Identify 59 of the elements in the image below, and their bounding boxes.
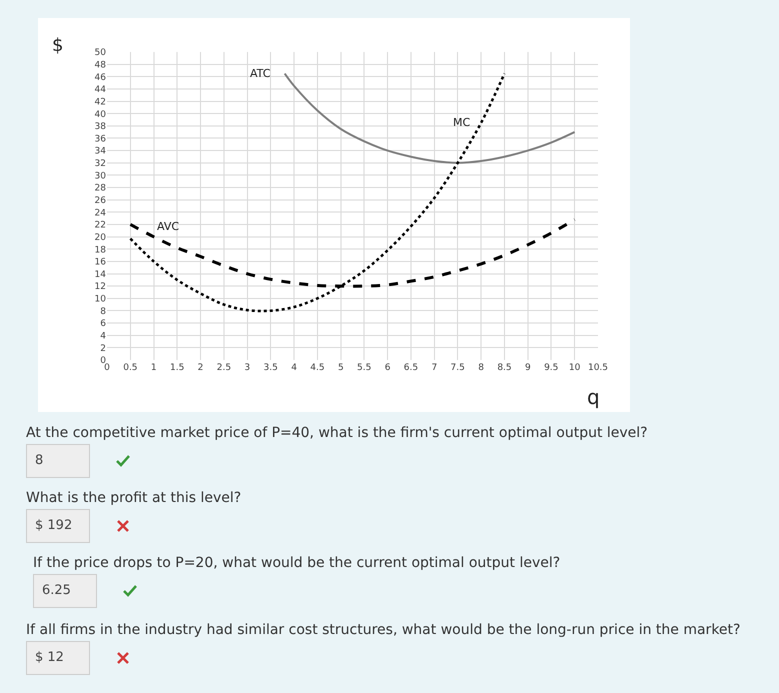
x-tick-label: 6.5 (404, 363, 418, 373)
x-tick-label: 4.5 (310, 363, 325, 373)
x-axis-title: q (587, 385, 600, 409)
x-tick-label: 0.5 (123, 363, 138, 373)
y-axis-title: $ (52, 35, 64, 56)
text: $ 192 (26, 509, 90, 543)
series-label: AVC (157, 220, 180, 233)
y-tick-label: 48 (94, 60, 106, 70)
y-tick-label: 4 (100, 332, 106, 342)
y-tick-label: 38 (94, 122, 106, 132)
y-tick-label: 32 (94, 159, 106, 170)
y-tick-label: 50 (94, 48, 106, 58)
y-tick-label: 30 (94, 171, 106, 182)
text: What is the profit at this level? (26, 490, 242, 506)
line-series (284, 72, 576, 164)
y-tick-label: 28 (94, 184, 106, 194)
x-tick-label: 8 (478, 363, 484, 373)
y-tick-label: 36 (94, 134, 106, 144)
x-tick-label: 2 (198, 363, 204, 373)
x-tick-label: 1 (150, 363, 157, 373)
x-tick-label: 4 (291, 363, 298, 373)
y-tick-label: 2 (100, 344, 106, 354)
y-tick-label: 10 (94, 294, 106, 305)
y-tick-label: 18 (94, 245, 106, 256)
y-tick-label: 8 (100, 306, 106, 317)
y-tick-label: 14 (94, 270, 106, 280)
x-tick-label: 7.5 (450, 363, 465, 373)
y-tick-label: 24 (94, 208, 106, 218)
text: At the competitive market price of P=40, what is the firm's current optimal output level? (26, 425, 648, 441)
series-label: ATC (250, 67, 271, 80)
x-tick-label: 2.5 (216, 363, 232, 373)
y-tick-label: 20 (94, 232, 106, 243)
text: If all firms in the industry had similar cost structures, what would be the long-run price in the market? (26, 622, 740, 638)
x-tick-label: 9 (524, 363, 531, 373)
x-tick-label: 3 (244, 363, 250, 373)
x-tick-label: 7 (431, 363, 438, 373)
x-tick-label: 6 (384, 363, 391, 373)
x-tick-label: 5 (338, 363, 344, 373)
y-tick-label: 34 (94, 146, 106, 157)
y-tick-label: 26 (94, 196, 106, 206)
x-tick-label: 10 (568, 363, 581, 373)
text: If the price drops to P=20, what would be the current optimal output level? (33, 555, 560, 571)
y-tick-label: 6 (100, 319, 106, 330)
y-tick-label: 42 (94, 97, 106, 108)
x-tick-label: 5.5 (357, 363, 372, 373)
y-tick-label: 22 (94, 220, 106, 231)
y-tick-label: 40 (94, 110, 106, 120)
y-tick-label: 44 (94, 85, 106, 96)
series-label: MC (453, 116, 470, 129)
x-tick-label: 9.5 (544, 363, 558, 373)
x-tick-label: 3.5 (264, 363, 278, 373)
y-tick-label: 12 (94, 282, 106, 292)
x-tick-label: 10.5 (588, 363, 608, 373)
text: 6.25 (33, 574, 97, 608)
y-tick-label: 46 (94, 72, 106, 83)
text: $ 12 (26, 641, 90, 675)
x-tick-label: 1.5 (170, 363, 184, 373)
y-tick-label: 16 (94, 258, 106, 268)
x-tick-label: 8.5 (497, 363, 512, 373)
